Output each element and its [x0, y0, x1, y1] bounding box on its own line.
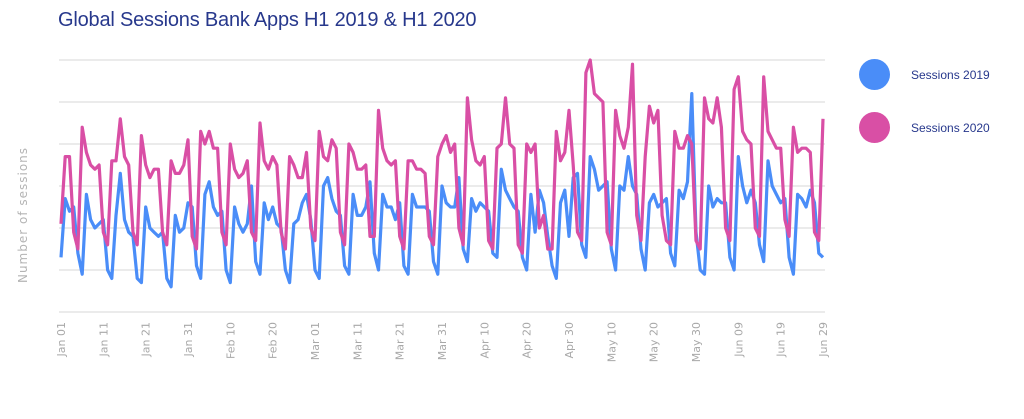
legend-item-2019[interactable]: Sessions 2019: [859, 59, 990, 90]
x-tick-label: May 20: [648, 322, 661, 362]
x-axis-ticks: Jan 01 Jan 11 Jan 21 Jan 31 Feb 10 Feb 20 Mar …: [55, 322, 830, 362]
x-tick-label: Mar 31: [436, 322, 449, 360]
x-tick-label: Jun 19: [775, 322, 788, 358]
x-tick-label: Apr 10: [478, 322, 491, 359]
x-tick-label: May 30: [690, 322, 703, 362]
x-tick-label: Feb 10: [224, 322, 237, 359]
y-axis-label: Number of sessions: [16, 147, 30, 283]
x-tick-label: Jan 11: [97, 322, 110, 357]
x-tick-label: Jun 29: [817, 322, 830, 358]
legend-dot-icon: [859, 59, 890, 90]
x-tick-label: Jan 21: [140, 322, 153, 357]
x-tick-label: May 10: [605, 322, 618, 362]
x-tick-label: Mar 01: [309, 322, 322, 360]
x-tick-label: Apr 30: [563, 322, 576, 359]
chart-title: Global Sessions Bank Apps H1 2019 & H1 2…: [58, 9, 477, 31]
x-tick-label: Mar 21: [394, 322, 407, 360]
x-tick-label: Jan 31: [182, 322, 195, 357]
x-tick-label: Jan 01: [55, 322, 68, 357]
legend-label: Sessions 2019: [911, 67, 990, 82]
x-tick-label: Feb 20: [267, 322, 280, 359]
x-tick-label: Jun 09: [732, 322, 745, 358]
legend-label: Sessions 2020: [911, 120, 990, 135]
legend-dot-icon: [859, 112, 890, 143]
x-tick-label: Apr 20: [521, 322, 534, 359]
series-line-2020: [59, 58, 825, 255]
series-line-2019: [59, 91, 825, 289]
legend-item-2020[interactable]: Sessions 2020: [859, 112, 990, 143]
x-tick-label: Mar 11: [351, 322, 364, 360]
series-lines: [59, 58, 825, 289]
